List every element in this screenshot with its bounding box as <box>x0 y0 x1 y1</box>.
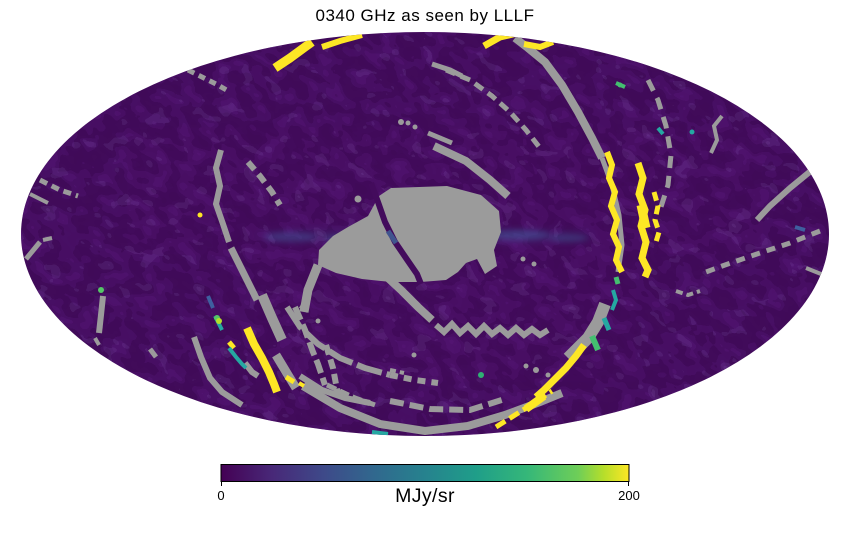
svg-text:0340 GHz as seen by LLLF: 0340 GHz as seen by LLLF <box>316 6 535 25</box>
svg-text:0: 0 <box>217 488 224 503</box>
svg-text:MJy/sr: MJy/sr <box>395 485 455 507</box>
svg-text:200: 200 <box>618 488 640 503</box>
